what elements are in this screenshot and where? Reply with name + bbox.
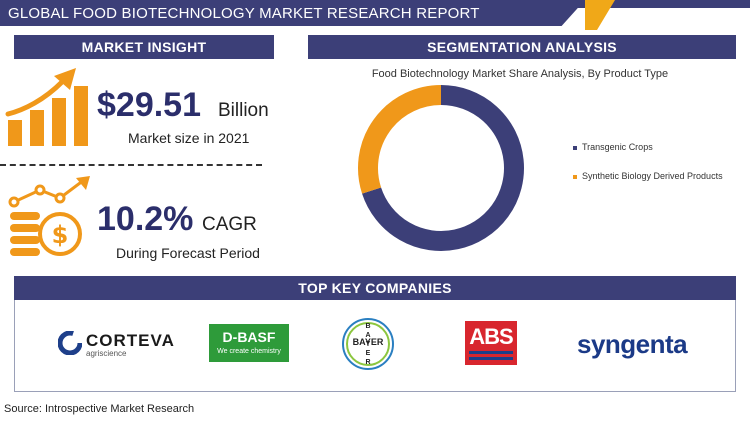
basf-logo: D-BASF We create chemistry bbox=[209, 324, 289, 362]
title-banner: GLOBAL FOOD BIOTECHNOLOGY MARKET RESEARC… bbox=[0, 0, 750, 30]
abs-name: ABS bbox=[469, 324, 513, 349]
source-note: Source: Introspective Market Research bbox=[4, 403, 195, 415]
dollar-coins-icon: $ bbox=[8, 176, 90, 256]
donut-slice-synthetic-biology-derived-products bbox=[358, 85, 442, 194]
basf-tagline: We create chemistry bbox=[217, 348, 281, 355]
bayer-logo bbox=[342, 318, 394, 370]
bayer-name-horizontal: BAYER bbox=[352, 337, 384, 347]
market-size-value: $29.51 bbox=[97, 86, 201, 124]
svg-text:$: $ bbox=[52, 221, 69, 249]
donut-slice-transgenic-crops bbox=[362, 85, 524, 251]
cagr-unit: CAGR bbox=[202, 214, 257, 235]
abs-logo: ABS bbox=[465, 321, 517, 365]
companies-heading: TOP KEY COMPANIES bbox=[14, 276, 736, 300]
corteva-name: CORTEVA bbox=[86, 331, 175, 350]
abs-stripes-lower bbox=[469, 357, 513, 360]
section-divider bbox=[0, 164, 262, 166]
legend-swatch bbox=[573, 146, 577, 150]
market-size-unit: Billion bbox=[218, 100, 269, 121]
corteva-logo-icon bbox=[58, 331, 82, 355]
banner-background bbox=[0, 0, 585, 26]
abs-stripes bbox=[469, 351, 513, 354]
legend-item-synthetic-biology-derived-products: Synthetic Biology Derived Products bbox=[573, 171, 723, 182]
chart-title: Food Biotechnology Market Share Analysis… bbox=[371, 68, 669, 80]
banner-accent-bar bbox=[570, 0, 750, 8]
syngenta-name: syngenta bbox=[577, 329, 688, 359]
market-size-label: Market size in 2021 bbox=[128, 130, 250, 146]
cagr-value: 10.2% bbox=[97, 200, 194, 238]
basf-name: D-BASF bbox=[222, 329, 276, 345]
legend-label: Synthetic Biology Derived Products bbox=[582, 171, 723, 181]
legend-label: Transgenic Crops bbox=[582, 142, 653, 152]
market-insight-heading: MARKET INSIGHT bbox=[14, 35, 274, 59]
bayer-name-vertical: B A Y E R bbox=[365, 323, 371, 366]
banner-gold-accent bbox=[585, 0, 615, 30]
growth-chart-icon bbox=[5, 68, 88, 146]
donut-chart bbox=[358, 85, 524, 251]
cagr-label: During Forecast Period bbox=[116, 245, 260, 261]
legend-swatch bbox=[573, 175, 577, 179]
segmentation-heading: SEGMENTATION ANALYSIS bbox=[308, 35, 736, 59]
corteva-tagline: agriscience bbox=[86, 349, 127, 358]
report-title: GLOBAL FOOD BIOTECHNOLOGY MARKET RESEARC… bbox=[8, 5, 480, 22]
legend-item-transgenic-crops: Transgenic Crops bbox=[573, 142, 723, 153]
